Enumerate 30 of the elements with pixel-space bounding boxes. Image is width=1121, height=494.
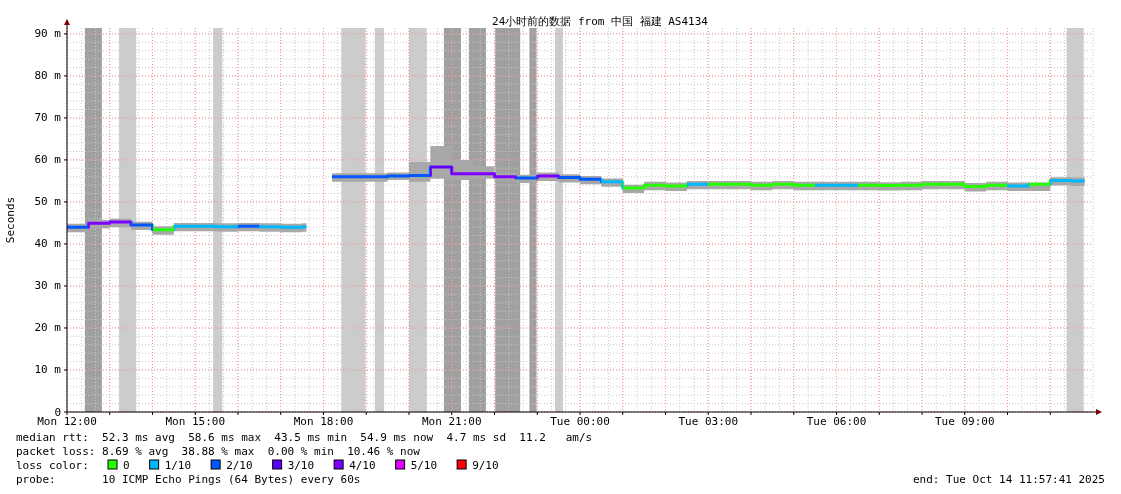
y-tick-label: 50 m [34,195,62,209]
legend-label: 9/10 [472,459,499,472]
legend-label: 1/10 [164,459,192,472]
text: probe: 10 ICMP Echo Pings (64 Bytes) every 60s [16,473,361,486]
legend-label: 4/10 [349,459,376,472]
x-tick-label: Tue 09:00 [934,415,995,428]
x-tick-label: Tue 06:00 [806,415,867,428]
legend-label: 2/10 [226,459,253,472]
x-tick-label: Mon 18:00 [293,415,354,428]
legend-label: 0 [123,459,130,472]
x-tick-label: Tue 03:00 [678,415,739,428]
legend-label: 5/10 [410,459,438,472]
y-tick-label: 90 m [34,27,62,41]
text: packet loss: 8.69 % avg 38.88 % max 0.00 % min 10.46 % now [16,445,421,458]
y-axis-title: Seconds [4,196,17,244]
y-tick-label: 80 m [34,69,62,83]
y-tick-label: 60 m [34,153,62,167]
text: median rtt: 52.3 ms avg 58.6 ms max 43.5 ms min 54.9 ms now 4.7 ms sd 11.2 am/s [16,431,593,444]
x-tick-label: Tue 00:00 [550,415,610,428]
chart-title: 24小时前的数据 from 中国 福建 AS4134 [492,15,709,28]
x-tick-label: Mon 15:00 [165,415,226,428]
y-tick-label: 10 m [34,363,62,377]
y-tick-label: 40 m [34,237,62,251]
legend-label: 3/10 [287,459,315,472]
y-tick-label: 30 m [34,279,62,293]
legend-title: loss color: [16,459,89,472]
y-tick-label: 70 m [34,111,62,125]
x-tick-label: Mon 21:00 [421,415,482,428]
text: end: Tue Oct 14 11:57:41 2025 [912,473,1105,486]
y-tick-label: 20 m [34,321,62,335]
